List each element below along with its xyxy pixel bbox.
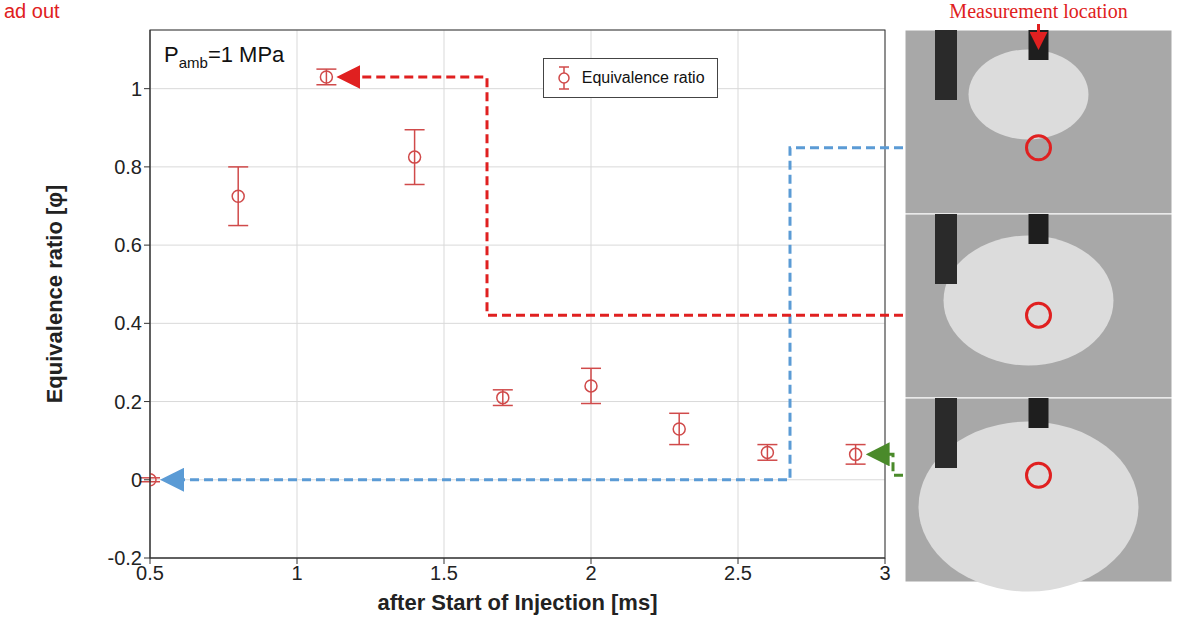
svg-text:0.2: 0.2: [114, 391, 142, 413]
html-text:Equivalence ratio: Equivalence ratio: [581, 69, 705, 86]
svg-text:Equivalence ratio [φ]: Equivalence ratio [φ]: [42, 185, 67, 404]
svg-text:Pamb=1 MPa: Pamb=1 MPa: [164, 42, 285, 71]
svg-text:2.5: 2.5: [724, 562, 752, 584]
svg-text:0.8: 0.8: [114, 156, 142, 178]
svg-text:0.4: 0.4: [114, 312, 142, 334]
svg-text:ad out: ad out: [4, 0, 60, 22]
svg-text:1: 1: [131, 78, 142, 100]
svg-text:0.5: 0.5: [136, 562, 164, 585]
svg-text:2: 2: [585, 562, 596, 584]
svg-text:0: 0: [131, 469, 142, 491]
svg-text:Measurement location: Measurement location: [949, 0, 1127, 22]
svg-text:-0.2: -0.2: [108, 547, 142, 569]
svg-text:3: 3: [879, 562, 890, 584]
svg-text:after Start of Injection [ms]: after Start of Injection [ms]: [378, 590, 658, 615]
svg-text:0.6: 0.6: [114, 234, 142, 256]
svg-text:1: 1: [291, 562, 302, 584]
svg-text:1.5: 1.5: [430, 562, 458, 584]
